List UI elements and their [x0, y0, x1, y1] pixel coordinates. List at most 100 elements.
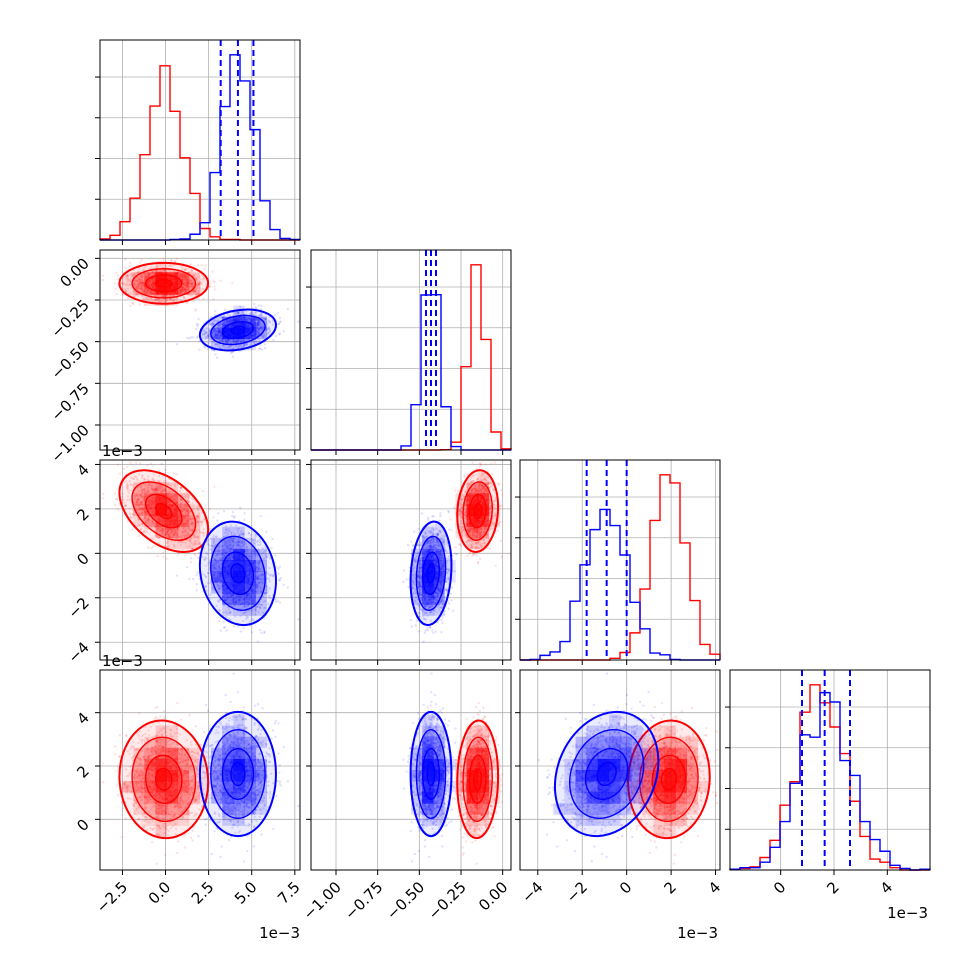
sample-point: [197, 297, 200, 300]
sample-point: [185, 275, 188, 278]
sample-point: [186, 277, 189, 281]
sample-point: [135, 293, 139, 296]
sample-point: [122, 467, 126, 470]
sample-point: [151, 280, 154, 283]
sample-point: [152, 293, 156, 297]
sample-point: [141, 288, 145, 292]
sample-point: [190, 282, 193, 285]
sample-point: [141, 288, 144, 292]
sample-point: [135, 279, 139, 282]
sample-point: [146, 281, 149, 284]
sample-point: [179, 288, 182, 291]
sample-point: [150, 284, 154, 288]
sample-point: [181, 278, 185, 282]
sample-point: [172, 299, 175, 302]
sample-point: [152, 283, 156, 286]
sample-point: [179, 290, 182, 293]
sample-point: [185, 281, 189, 284]
sample-point: [101, 274, 105, 278]
sample-point: [131, 272, 134, 275]
sample-point: [132, 282, 136, 285]
sample-point: [189, 279, 193, 283]
sample-point: [213, 288, 217, 291]
sample-point: [162, 551, 165, 554]
sample-point: [141, 268, 144, 272]
sample-point: [129, 283, 132, 287]
sample-point: [143, 276, 147, 280]
sample-point: [143, 288, 147, 291]
sample-point: [178, 283, 181, 286]
sample-point: [138, 261, 142, 264]
sample-point: [145, 286, 148, 290]
sample-point: [193, 290, 196, 294]
sample-point: [276, 312, 279, 315]
sample-point: [183, 276, 187, 280]
histogram-series-1: [729, 691, 931, 871]
sample-point: [200, 278, 203, 281]
sample-point: [142, 290, 146, 294]
sample-point: [151, 285, 154, 289]
sample-point: [182, 282, 185, 286]
sample-point: [200, 288, 203, 291]
sample-point: [190, 269, 194, 272]
sample-point: [191, 281, 194, 284]
sample-point: [180, 273, 183, 276]
panel-background: [100, 250, 300, 450]
sample-point: [124, 283, 128, 286]
sample-point: [190, 283, 193, 286]
panel-background: [520, 460, 720, 660]
sample-point: [130, 274, 134, 278]
sample-point: [179, 287, 183, 290]
sample-point: [175, 343, 179, 346]
sample-point: [177, 283, 181, 286]
sample-point: [184, 275, 187, 279]
sample-point: [137, 294, 140, 298]
sample-point: [183, 273, 187, 277]
sample-point: [135, 279, 139, 283]
sample-point: [141, 280, 145, 284]
sample-point: [175, 472, 179, 476]
sample-point: [219, 629, 222, 632]
sample-point: [194, 308, 198, 311]
sample-point: [286, 307, 289, 311]
sample-point: [193, 274, 196, 278]
sample-point: [144, 276, 148, 280]
sample-point: [178, 292, 182, 295]
sample-point: [147, 546, 150, 549]
histogram-panel-p0: [95, 39, 301, 245]
sample-point: [270, 546, 273, 550]
sample-point: [156, 298, 159, 301]
sample-point: [180, 274, 184, 277]
sample-point: [183, 288, 186, 291]
sample-point: [137, 280, 141, 284]
sample-point: [150, 293, 153, 296]
sample-point: [188, 281, 191, 284]
sample-point: [183, 268, 187, 272]
sample-point: [160, 270, 164, 273]
sample-point: [183, 297, 187, 300]
sample-point: [190, 282, 193, 285]
sample-point: [124, 266, 127, 270]
sample-point: [182, 296, 186, 299]
sample-point: [137, 271, 140, 274]
sample-point: [141, 288, 144, 291]
sample-point: [252, 302, 256, 306]
sample-point: [139, 278, 142, 281]
sample-point: [169, 298, 172, 301]
sample-point: [177, 280, 181, 283]
sample-point: [182, 282, 185, 285]
sample-point: [180, 290, 183, 293]
sample-point: [118, 472, 122, 475]
sample-point: [149, 281, 152, 284]
sample-point: [187, 281, 190, 284]
sample-point: [203, 267, 206, 271]
sample-point: [213, 285, 216, 288]
sample-point: [156, 298, 159, 301]
sample-point: [139, 284, 142, 287]
sample-point: [183, 287, 187, 291]
sample-point: [196, 263, 200, 267]
sample-point: [258, 629, 262, 632]
sample-point: [129, 304, 132, 308]
sample-point: [136, 271, 139, 274]
sample-point: [126, 274, 130, 277]
